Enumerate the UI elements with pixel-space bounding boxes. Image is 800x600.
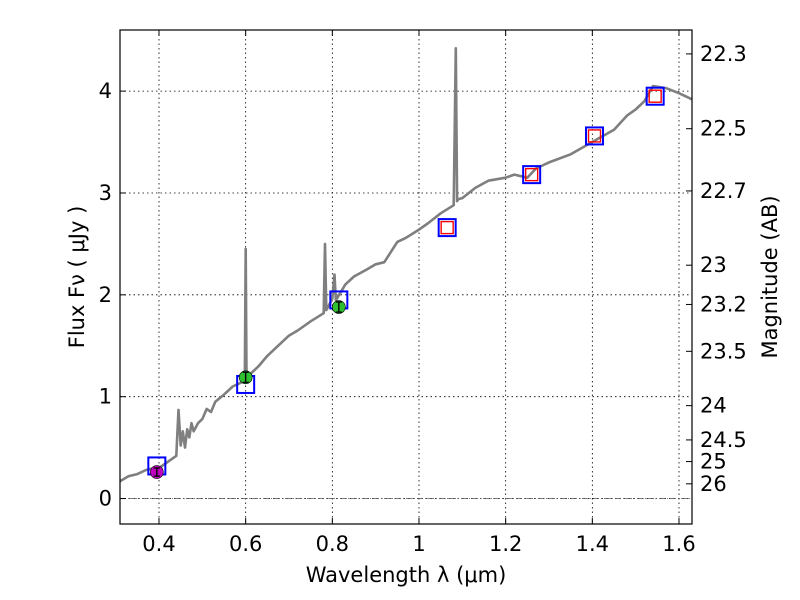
right-tick-label: 24	[700, 394, 727, 418]
y-axis-label: Flux Fν ( μJy )	[65, 206, 89, 349]
y-tick-label: 0	[99, 487, 112, 511]
x-tick-label: 0.6	[229, 532, 262, 556]
y-tick-label: 2	[99, 283, 112, 307]
right-tick-label: 22.5	[700, 117, 747, 141]
x-tick-label: 1.6	[662, 532, 695, 556]
right-axis-label: Magnitude (AB)	[758, 195, 782, 358]
right-tick-label: 24.5	[700, 428, 747, 452]
x-tick-label: 1.4	[576, 532, 609, 556]
model-box-inner-marker	[648, 89, 662, 103]
x-tick-label: 1.2	[489, 532, 522, 556]
y-tick-label: 4	[99, 79, 112, 103]
model-box-inner-marker	[440, 220, 454, 235]
y-tick-label: 3	[99, 181, 112, 205]
x-tick-label: 1	[412, 532, 425, 556]
x-tick-label: 0.4	[142, 532, 175, 556]
plot-frame	[119, 29, 693, 525]
right-tick-label: 25	[700, 450, 727, 474]
photometry-markers	[147, 86, 665, 479]
model-box-marker	[437, 218, 457, 238]
right-tick-label: 23.5	[700, 339, 747, 363]
right-tick-label: 26	[700, 472, 727, 496]
model-box-marker	[645, 86, 665, 106]
x-axis-label: Wavelength λ (μm)	[306, 563, 507, 587]
y-tick-label: 1	[99, 385, 112, 409]
right-tick-label: 22.7	[700, 179, 747, 203]
model-box-inner-marker	[524, 167, 539, 182]
model-box-marker	[522, 165, 542, 185]
grid-lines	[120, 30, 692, 524]
model-box-inner-marker	[587, 129, 602, 143]
model-box-marker	[585, 126, 604, 146]
spectrum-line	[119, 47, 693, 483]
right-tick-label: 22.3	[700, 42, 747, 66]
right-tick-label: 23	[700, 253, 727, 277]
x-tick-label: 0.8	[316, 532, 349, 556]
axis-ticks: 0.4 0.6 0.8 1 1.2 1.4 1.60123422.322.522.72323…	[99, 30, 747, 556]
right-tick-label: 23.2	[700, 292, 747, 316]
